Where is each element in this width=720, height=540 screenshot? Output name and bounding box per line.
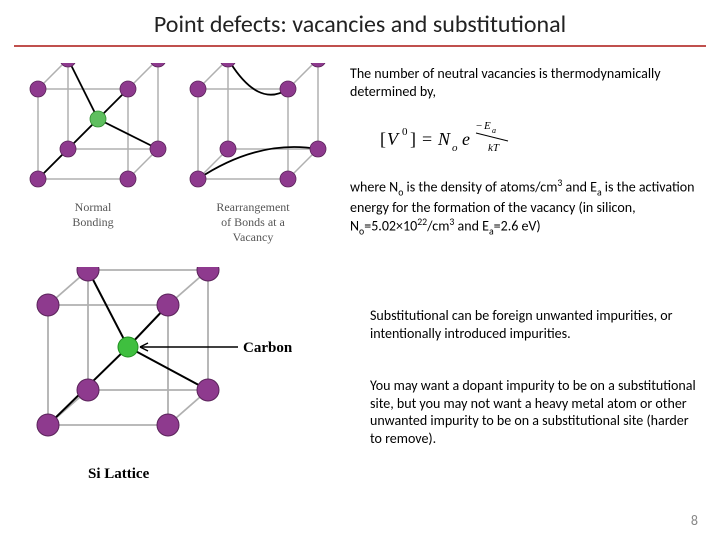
page-title: Point defects: vacancies and substitutio… (154, 10, 566, 39)
svg-text:a: a (492, 126, 496, 135)
text-where: where No is the density of atoms/cm3 and… (350, 177, 705, 238)
label-carbon-text: Carbon (243, 340, 293, 356)
svg-text:−: − (476, 120, 482, 132)
svg-text:o: o (452, 142, 458, 154)
label-vacancy: Rearrangement of Bonds at a Vacancy (178, 200, 328, 245)
diagram-si-lattice: Carbon Si Lattice (28, 267, 308, 497)
label-si-lattice: Si Lattice (88, 466, 308, 483)
text-substitutional-2: You may want a dopant impurity to be on … (370, 377, 700, 447)
text-intro: The number of neutral vacancies is therm… (350, 65, 690, 100)
page-number: 8 (691, 512, 698, 529)
svg-text:]: ] (410, 129, 416, 149)
text-substitutional-1: Substitutional can be foreign unwanted i… (370, 307, 700, 342)
equation: [ V 0 ] = N o e − E a kT (380, 117, 640, 168)
content-area: Normal Bonding Rearrangement of Bonds at… (0, 47, 720, 537)
label-normal-bonding: Normal Bonding (28, 200, 158, 245)
svg-text:[: [ (380, 129, 386, 149)
svg-text:N: N (437, 129, 451, 149)
svg-text:V: V (387, 129, 400, 149)
svg-text:kT: kT (488, 142, 500, 154)
svg-text:E: E (483, 120, 491, 132)
si-lattice-svg: Carbon (28, 267, 308, 467)
svg-text:=: = (422, 129, 432, 149)
svg-text:e: e (462, 129, 470, 149)
diagram-bonding: Normal Bonding Rearrangement of Bonds at… (28, 63, 338, 243)
svg-text:0: 0 (402, 126, 408, 138)
title-bar: Point defects: vacancies and substitutio… (0, 0, 720, 43)
